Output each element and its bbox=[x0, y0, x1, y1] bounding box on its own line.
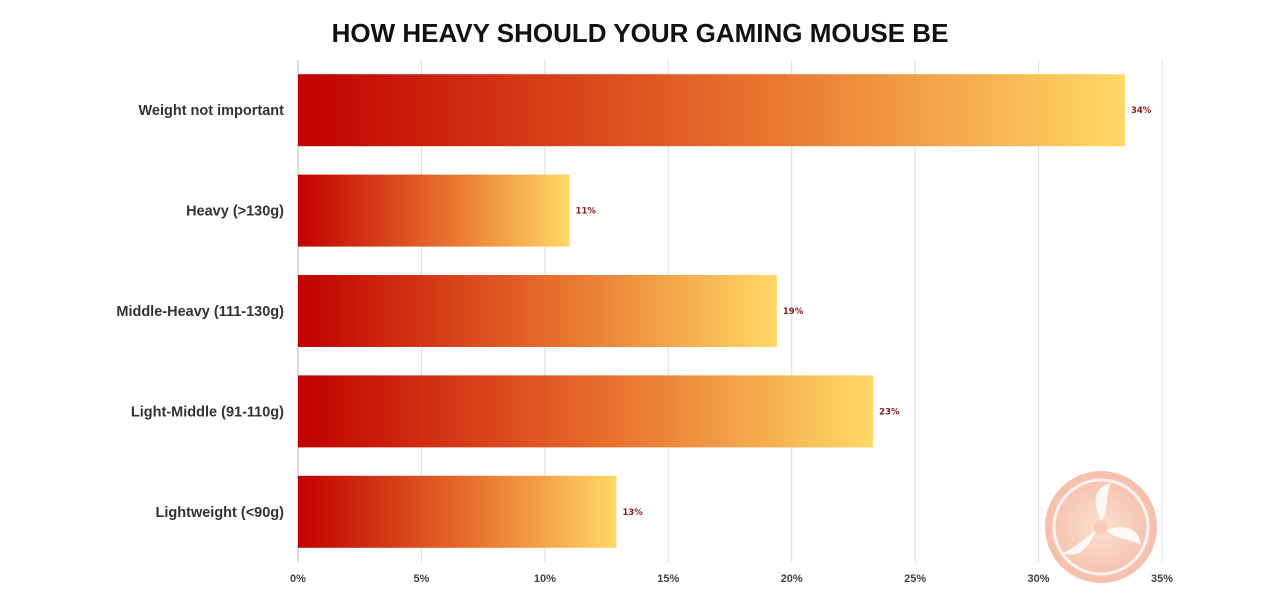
bar bbox=[298, 475, 617, 548]
x-tick-label: 20% bbox=[781, 573, 803, 585]
x-tick-label: 10% bbox=[534, 573, 556, 585]
x-tick-label: 5% bbox=[413, 573, 429, 585]
kitguru-logo-icon bbox=[1045, 471, 1157, 583]
x-axis-ticks: 0% 5% 10% 15% 20% 25% 30% 35% bbox=[290, 573, 1173, 585]
data-label: 34% bbox=[1131, 106, 1152, 116]
category-label: Light-Middle (91-110g) bbox=[131, 404, 284, 420]
data-label: 13% bbox=[622, 508, 643, 518]
chart-title: HOW HEAVY SHOULD YOUR GAMING MOUSE BE bbox=[332, 18, 949, 48]
x-tick-label: 25% bbox=[904, 573, 926, 585]
data-label: 23% bbox=[879, 407, 900, 417]
data-label: 19% bbox=[783, 307, 804, 317]
x-tick-label: 30% bbox=[1028, 573, 1050, 585]
x-tick-label: 35% bbox=[1151, 573, 1173, 585]
x-tick-label: 15% bbox=[657, 573, 679, 585]
category-label: Heavy (>130g) bbox=[186, 204, 284, 220]
bar bbox=[298, 375, 874, 448]
x-tick-label: 0% bbox=[290, 573, 306, 585]
category-label: Lightweight (<90g) bbox=[156, 505, 285, 521]
data-labels: 34% 11% 19% 23% 13% bbox=[576, 106, 1152, 518]
category-label: Weight not important bbox=[138, 103, 284, 119]
category-labels: Weight not important Heavy (>130g) Middle-… bbox=[116, 103, 284, 521]
bar bbox=[298, 275, 777, 347]
bar bbox=[298, 174, 570, 247]
data-label: 11% bbox=[576, 207, 597, 217]
category-label: Middle-Heavy (111-130g) bbox=[116, 304, 284, 320]
bar bbox=[298, 74, 1125, 147]
bars bbox=[298, 74, 1125, 548]
